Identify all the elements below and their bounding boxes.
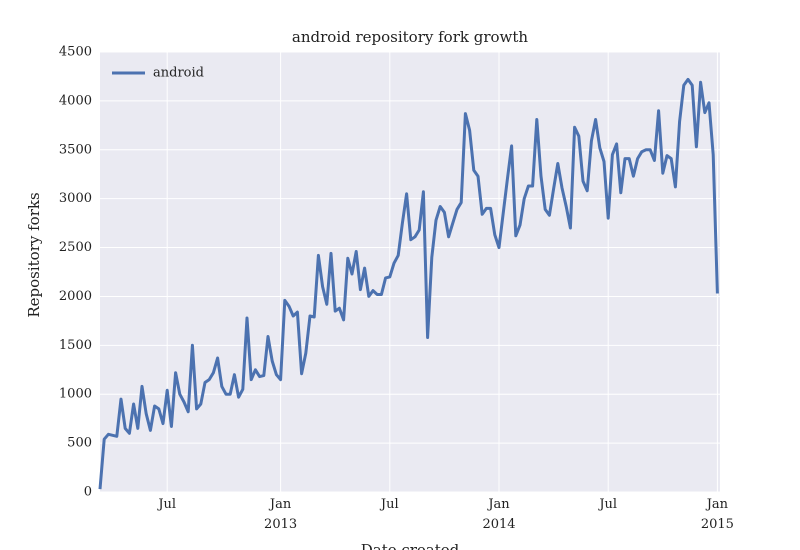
plot-area	[100, 52, 720, 492]
legend-label: android	[153, 66, 204, 81]
y-tick-label: 4000	[59, 93, 92, 108]
y-tick-label: 1500	[59, 338, 92, 353]
y-tick-label: 1000	[59, 387, 92, 402]
y-tick-label: 0	[84, 485, 92, 500]
x-tick-label: Jan 2014	[482, 497, 516, 532]
x-axis-label: Date created	[361, 541, 460, 550]
chart-title: android repository fork growth	[292, 28, 529, 46]
y-tick-label: 2000	[59, 289, 92, 304]
x-tick-label: Jan 2013	[264, 497, 298, 532]
series-line	[98, 77, 719, 490]
y-tick-label: 2500	[59, 240, 92, 255]
x-tick-label: Jan 2015	[700, 497, 734, 532]
x-tick-label: Jul	[380, 497, 399, 512]
y-tick-label: 500	[67, 436, 92, 451]
y-tick-label: 3500	[59, 142, 92, 157]
y-axis-label: Repository forks	[25, 192, 43, 317]
x-tick-label: Jul	[158, 497, 177, 512]
y-tick-label: 4500	[59, 45, 92, 60]
y-tick-label: 3000	[59, 191, 92, 206]
x-tick-label: Jul	[599, 497, 618, 512]
